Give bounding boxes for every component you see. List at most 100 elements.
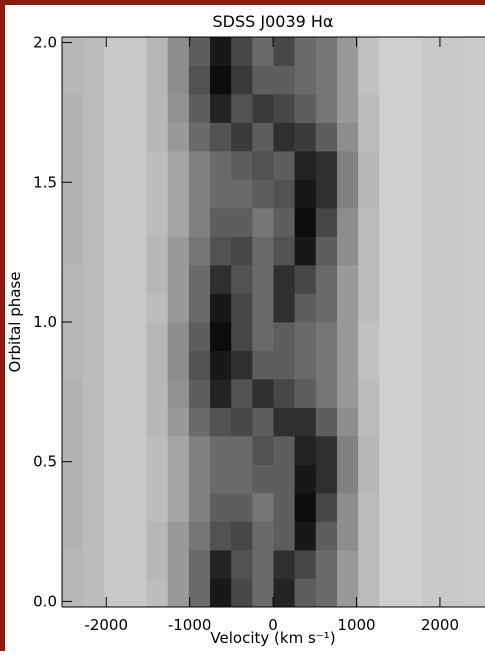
heatmap-cell [62, 407, 84, 437]
heatmap-cell [231, 122, 253, 152]
heatmap-cell [83, 236, 105, 266]
heatmap-cell [252, 350, 274, 380]
heatmap-cell [83, 322, 105, 351]
heatmap-cell [336, 236, 359, 266]
heatmap-cell [463, 208, 485, 237]
heatmap-cell [400, 265, 422, 294]
heatmap-cell [421, 236, 444, 266]
heatmap-cell [358, 265, 380, 294]
heatmap-cell [231, 379, 253, 408]
heatmap-cell [125, 436, 147, 465]
heatmap-cell [231, 265, 253, 294]
heatmap-cell [421, 521, 444, 551]
heatmap-cell [358, 521, 380, 551]
heatmap-cell [400, 464, 422, 494]
heatmap-cell [294, 265, 317, 294]
heatmap-cell [231, 94, 253, 123]
heatmap-cell [83, 379, 105, 408]
heatmap-cell [210, 293, 232, 323]
heatmap-cell [83, 265, 105, 294]
heatmap-cell [273, 407, 296, 437]
heatmap-cell [104, 151, 126, 180]
heatmap-cell [315, 350, 338, 380]
heatmap-cell [62, 350, 84, 380]
heatmap-cell [83, 94, 105, 123]
heatmap-cell [231, 550, 253, 579]
heatmap-cell [463, 151, 485, 180]
heatmap-cell [273, 521, 296, 551]
heatmap-cell [336, 293, 359, 323]
heatmap-cell [421, 322, 444, 351]
heatmap-cell [167, 464, 190, 494]
chart-title: SDSS J0039 Hα [213, 12, 334, 31]
axes: -2000 -1000 0 1000 2000 0.0 0.5 1.0 1.5 2.0 [33, 34, 485, 634]
y-tick-label: 1.0 [33, 313, 57, 331]
heatmap-cell [125, 37, 147, 66]
heatmap-cell [167, 37, 190, 66]
heatmap-cell [273, 350, 296, 380]
heatmap-cell [104, 179, 126, 209]
heatmap-cell [62, 293, 84, 323]
heatmap-cell [104, 122, 126, 152]
heatmap-cell [379, 65, 401, 95]
heatmap-cell [167, 350, 190, 380]
heatmap-cell [231, 493, 253, 522]
heatmap-cell [231, 236, 253, 266]
heatmap-cell [188, 521, 211, 551]
heatmap-cell [421, 550, 444, 579]
heatmap-cell [104, 578, 126, 608]
heatmap-cell [104, 464, 126, 494]
heatmap-cell [125, 122, 147, 152]
heatmap-cell [210, 94, 232, 123]
heatmap-cell [167, 179, 190, 209]
heatmap-cell [400, 37, 422, 66]
heatmap-cell [188, 350, 211, 380]
heatmap-cell [210, 37, 232, 66]
heatmap-cell [273, 65, 296, 95]
heatmap-cell [167, 208, 190, 237]
heatmap-cell [421, 37, 444, 66]
heatmap-cell [400, 493, 422, 522]
heatmap-cell [400, 179, 422, 209]
heatmap-cell [104, 379, 126, 408]
heatmap-cell [379, 322, 401, 351]
heatmap-cell [400, 94, 422, 123]
heatmap-cell [146, 436, 169, 465]
heatmap-cell [146, 493, 169, 522]
heatmap-cell [188, 379, 211, 408]
heatmap-cell [315, 464, 338, 494]
heatmap-cell [442, 179, 465, 209]
heatmap-cell [104, 521, 126, 551]
heatmap-cell [442, 322, 465, 351]
heatmap-cell [83, 208, 105, 237]
heatmap-cell [125, 94, 147, 123]
x-tick-label: 1000 [337, 616, 375, 634]
heatmap-cell [62, 265, 84, 294]
heatmap-cell [294, 151, 317, 180]
y-tick-label: 1.5 [33, 173, 57, 191]
heatmap-cell [358, 379, 380, 408]
heatmap-cell [379, 122, 401, 152]
heatmap-cell [188, 322, 211, 351]
heatmap-cell [104, 265, 126, 294]
heatmap-cell [442, 265, 465, 294]
heatmap-cell [379, 151, 401, 180]
heatmap-cell [231, 208, 253, 237]
heatmap-cell [315, 322, 338, 351]
heatmap-cell [188, 436, 211, 465]
heatmap-cell [463, 493, 485, 522]
heatmap-cell [188, 236, 211, 266]
heatmap-cell [273, 550, 296, 579]
heatmap-cell [83, 493, 105, 522]
heatmap-cell [104, 208, 126, 237]
heatmap-cell [210, 208, 232, 237]
heatmap-cell [210, 407, 232, 437]
heatmap-cell [358, 65, 380, 95]
heatmap-cell [146, 521, 169, 551]
heatmap-cell [315, 94, 338, 123]
heatmap-cell [188, 578, 211, 608]
heatmap-cell [379, 37, 401, 66]
heatmap-cell [146, 179, 169, 209]
heatmap-cell [442, 208, 465, 237]
heatmap-cell [146, 65, 169, 95]
